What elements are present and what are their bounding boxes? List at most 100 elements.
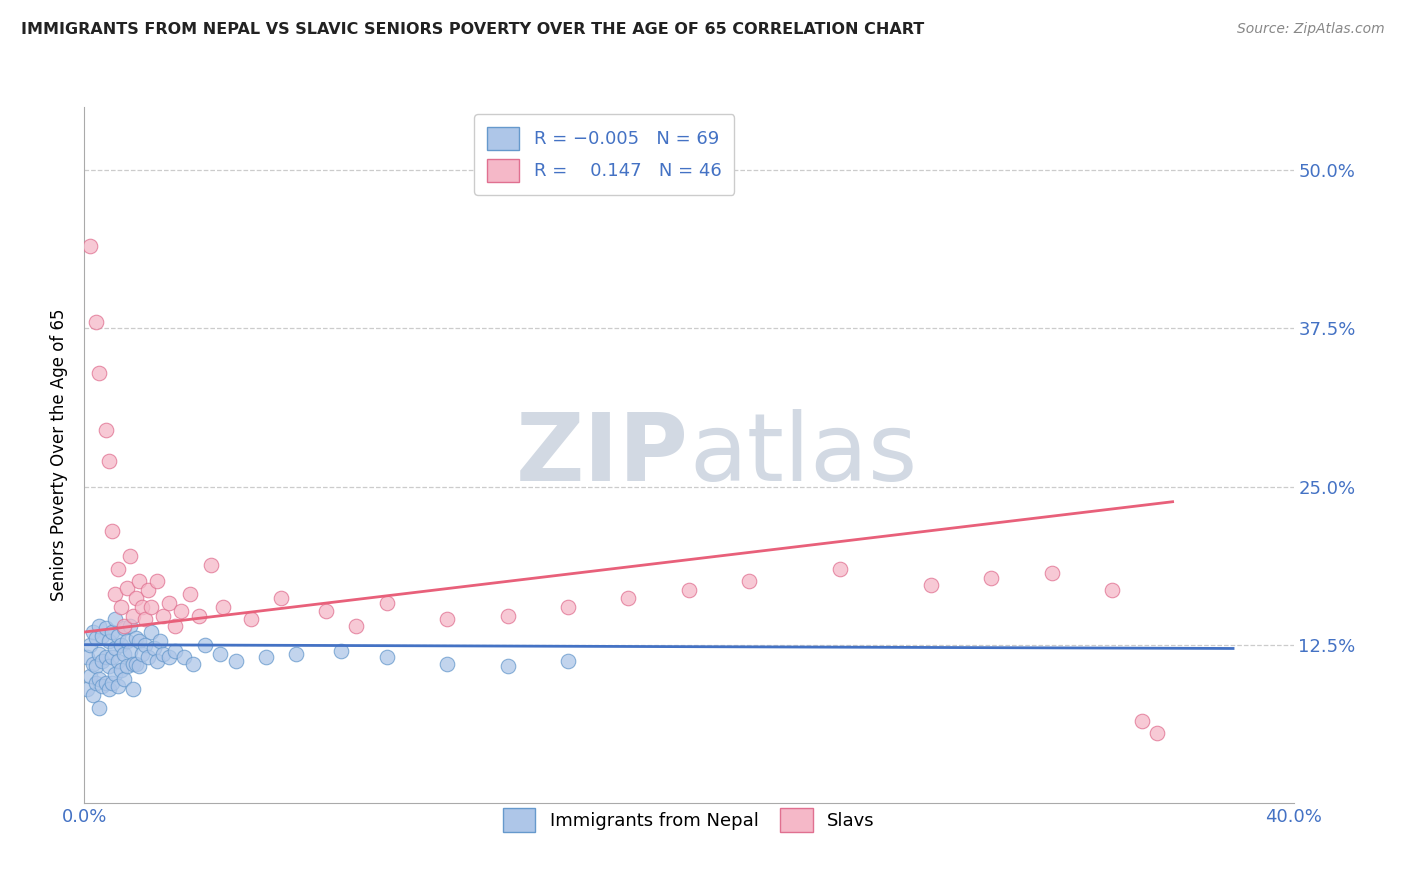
Point (165, 644, 187, 658)
Point (110, 663, 132, 677)
Point (97, 681, 120, 696)
Point (94, 621, 117, 635)
Point (149, 633, 172, 648)
Point (104, 666, 127, 681)
Point (121, 608, 143, 623)
Point (315, 603, 337, 617)
Point (97, 659, 120, 673)
Point (128, 633, 150, 648)
Point (436, 657, 458, 671)
Point (112, 621, 135, 635)
Point (100, 675, 122, 690)
Point (436, 612, 458, 626)
Point (121, 681, 143, 696)
Point (142, 641, 165, 656)
Point (212, 599, 235, 614)
Point (136, 583, 159, 598)
Point (173, 650, 195, 665)
Point (200, 558, 222, 572)
Point (121, 657, 143, 671)
Point (146, 574, 169, 589)
Point (375, 650, 398, 665)
Point (270, 591, 292, 605)
Point (97, 633, 120, 648)
Point (920, 578, 942, 592)
Point (1146, 726, 1168, 740)
Point (209, 647, 232, 661)
Point (86, 315, 108, 329)
Point (170, 603, 193, 617)
Point (136, 650, 159, 665)
Point (79, 638, 101, 652)
Point (94, 423, 117, 437)
Point (165, 618, 187, 632)
Point (104, 587, 127, 601)
Point (152, 647, 174, 661)
Point (100, 625, 122, 640)
Point (97, 454, 120, 468)
Point (118, 618, 141, 632)
Point (179, 587, 201, 601)
Point (112, 672, 135, 686)
Point (128, 659, 150, 673)
Point (128, 574, 150, 589)
Point (830, 562, 852, 576)
Point (285, 647, 308, 661)
Point (86, 659, 108, 673)
Point (89, 618, 111, 632)
Point (125, 657, 148, 671)
Point (139, 599, 162, 614)
Point (100, 650, 122, 665)
Point (118, 549, 141, 563)
Point (157, 650, 180, 665)
Point (89, 701, 111, 715)
Point (375, 596, 398, 610)
Point (82, 688, 104, 702)
Point (557, 654, 579, 668)
Point (254, 650, 277, 665)
Point (107, 562, 129, 576)
Y-axis label: Seniors Poverty Over the Age of 65: Seniors Poverty Over the Age of 65 (51, 309, 69, 601)
Point (980, 571, 1002, 585)
Point (1130, 714, 1153, 728)
Point (239, 612, 262, 626)
Legend: Immigrants from Nepal, Slavs: Immigrants from Nepal, Slavs (492, 797, 886, 842)
Point (82, 657, 104, 671)
Point (110, 638, 132, 652)
Point (146, 654, 169, 668)
Text: Source: ZipAtlas.com: Source: ZipAtlas.com (1237, 22, 1385, 37)
Point (82, 625, 104, 640)
Text: IMMIGRANTS FROM NEPAL VS SLAVIC SENIORS POVERTY OVER THE AGE OF 65 CORRELATION C: IMMIGRANTS FROM NEPAL VS SLAVIC SENIORS … (21, 22, 924, 37)
Point (134, 612, 156, 626)
Point (89, 672, 111, 686)
Point (104, 612, 127, 626)
Point (76, 681, 98, 696)
Point (94, 650, 117, 665)
Point (125, 632, 148, 646)
Point (79, 669, 101, 683)
Point (115, 659, 138, 673)
Point (89, 366, 111, 380)
Point (134, 638, 156, 652)
Text: ZIP: ZIP (516, 409, 689, 501)
Point (91, 654, 114, 668)
Point (86, 675, 108, 690)
Point (496, 608, 519, 623)
Point (112, 647, 135, 661)
Point (1040, 566, 1063, 580)
Point (617, 591, 640, 605)
Point (557, 599, 579, 614)
Point (91, 629, 114, 643)
Point (89, 647, 111, 661)
Point (107, 680, 129, 694)
Point (94, 675, 117, 690)
Point (225, 654, 247, 668)
Point (330, 644, 353, 658)
Point (188, 608, 211, 623)
Point (112, 618, 135, 632)
Point (107, 629, 129, 643)
Point (118, 644, 141, 658)
Point (125, 591, 148, 605)
Point (115, 633, 138, 648)
Point (678, 583, 700, 598)
